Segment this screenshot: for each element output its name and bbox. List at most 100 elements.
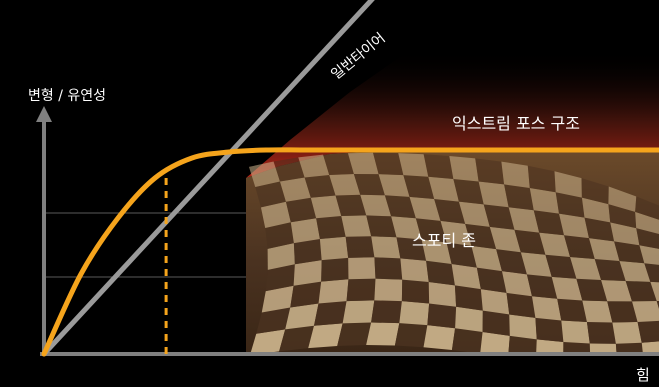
checker-square: [290, 281, 322, 308]
checker-square: [631, 301, 659, 322]
checker-square: [508, 335, 537, 354]
checker-square: [279, 325, 314, 352]
checker-square: [533, 210, 565, 236]
checker-square: [348, 257, 376, 280]
checker-square: [608, 186, 637, 212]
checker-square: [250, 329, 286, 354]
checker-square: [489, 226, 521, 253]
checker-square: [639, 245, 659, 265]
checker-square: [615, 342, 643, 354]
checker-square: [581, 178, 609, 205]
checker-square: [581, 197, 611, 223]
checker-square: [426, 260, 455, 286]
checker-square: [316, 215, 346, 240]
checker-square: [427, 303, 457, 329]
checker-square: [384, 195, 416, 219]
checker-square: [554, 171, 582, 198]
checker-square: [265, 264, 295, 292]
checker-square: [480, 289, 510, 315]
checker-square: [496, 249, 527, 275]
extreme-zone-label: 익스트림 포스 구조: [452, 114, 580, 133]
checker-square: [586, 322, 616, 344]
extreme-force-curve: [41, 147, 659, 357]
checker-square: [341, 215, 372, 237]
checker-square: [584, 217, 615, 242]
checker-square: [319, 236, 349, 261]
checker-square: [371, 300, 402, 324]
checker-square: [545, 254, 577, 279]
checker-square: [635, 211, 659, 234]
checker-square: [298, 154, 330, 178]
checker-square: [564, 235, 595, 259]
checker-square: [458, 201, 490, 227]
checker-square: [454, 285, 483, 311]
checker-square: [636, 228, 659, 249]
checker-square: [582, 300, 613, 323]
checker-square: [641, 341, 659, 354]
checker-square: [415, 218, 447, 243]
checker-square: [285, 197, 317, 223]
checker-square: [273, 157, 305, 182]
checker-square: [279, 177, 311, 202]
checker-square: [576, 278, 608, 302]
checker-square: [453, 178, 484, 205]
checker-square: [614, 241, 645, 264]
checker-square: [594, 258, 626, 281]
checker-square: [434, 199, 466, 224]
extreme-force-zone: [246, 50, 659, 178]
checker-square: [446, 242, 477, 268]
checker-square: [551, 276, 583, 301]
checker-square: [635, 196, 659, 220]
checker-square: [501, 271, 532, 297]
checker-square: [423, 325, 456, 351]
checker-square: [539, 232, 571, 258]
checker-square: [261, 285, 294, 313]
checker-square: [483, 204, 515, 230]
checker-square: [607, 301, 638, 323]
checker-square: [610, 222, 640, 246]
checker-square: [398, 153, 429, 177]
checker-square: [308, 323, 343, 349]
checker-square: [285, 303, 319, 330]
checker-square: [506, 292, 536, 318]
checker-square: [555, 192, 585, 218]
checker-square: [637, 320, 659, 343]
checker-square: [267, 243, 295, 270]
checker-square: [480, 332, 510, 354]
checker-square: [570, 257, 602, 281]
sporty-zone-label: 스포티 존: [412, 231, 476, 250]
checker-square: [559, 213, 589, 239]
checker-square: [373, 152, 404, 176]
checker-square: [509, 314, 537, 340]
checker-square: [504, 184, 534, 211]
x-axis-label: 힘: [636, 366, 650, 384]
checker-square: [527, 165, 556, 193]
checker-square: [557, 298, 587, 323]
checker-square: [520, 252, 552, 277]
checker-square: [561, 320, 590, 344]
checker-square: [612, 321, 642, 344]
checker-square: [451, 263, 481, 290]
checker-square: [313, 301, 347, 326]
checker-square: [482, 310, 510, 336]
checker-square: [394, 323, 428, 348]
checker-square: [374, 278, 403, 302]
checker-square: [588, 238, 620, 261]
sporty-zone: [246, 150, 659, 354]
checker-square: [531, 296, 562, 321]
checker-square: [401, 279, 430, 304]
checker-square: [409, 196, 441, 221]
checker-square: [625, 280, 657, 302]
checker-square: [366, 322, 400, 346]
checker-square: [318, 279, 349, 304]
checker-square: [366, 215, 397, 238]
checker-square: [421, 239, 452, 264]
checker-square: [423, 154, 454, 179]
checker-square: [440, 220, 472, 246]
checker-square: [471, 245, 502, 272]
checker-square: [608, 204, 637, 229]
checker-square: [248, 161, 280, 187]
checker-square: [255, 181, 286, 208]
checker-square: [478, 181, 509, 208]
checker-square: [304, 175, 336, 198]
